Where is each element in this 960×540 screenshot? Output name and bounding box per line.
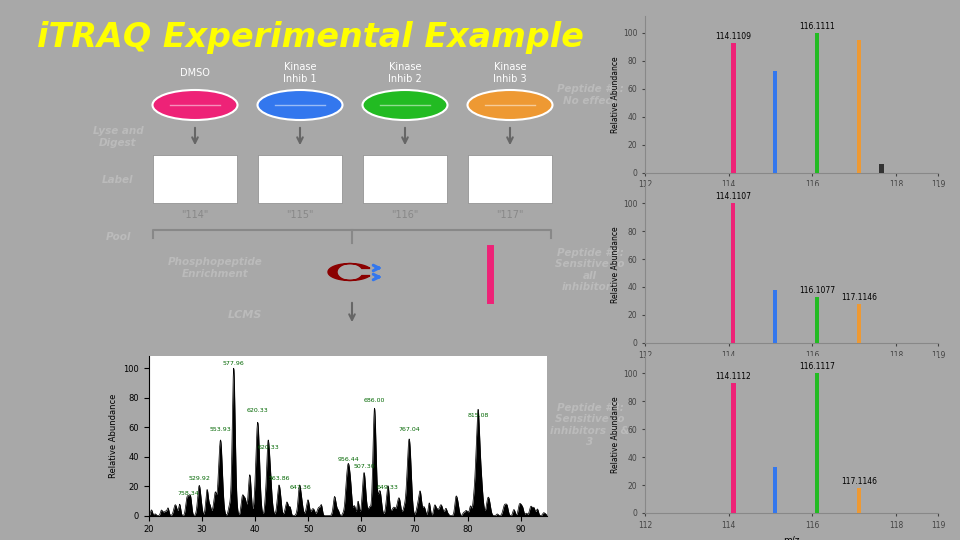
Ellipse shape: [257, 90, 343, 120]
Polygon shape: [328, 264, 370, 280]
Text: iTRAQ Experimental Example: iTRAQ Experimental Example: [36, 22, 584, 55]
Text: Peptide #2:
Sensitive to
all
inhibitors: Peptide #2: Sensitive to all inhibitors: [555, 248, 625, 292]
X-axis label: m/z: m/z: [783, 535, 800, 540]
Text: 116.1117: 116.1117: [799, 362, 835, 371]
Text: 114.1107: 114.1107: [715, 192, 752, 201]
Bar: [879, 164, 883, 173]
Text: Peptide #1:
No effect: Peptide #1: No effect: [557, 84, 623, 106]
Y-axis label: Relative Abundance: Relative Abundance: [612, 226, 620, 303]
Text: "114": "114": [181, 210, 208, 220]
Text: "115": "115": [286, 210, 314, 220]
Bar: [773, 467, 778, 513]
Text: Pool: Pool: [106, 232, 131, 242]
Text: 647.36: 647.36: [289, 485, 311, 490]
Bar: [815, 373, 819, 513]
FancyBboxPatch shape: [258, 155, 342, 203]
Bar: [857, 488, 861, 513]
Bar: [857, 40, 861, 173]
Bar: [857, 303, 861, 343]
Bar: [732, 383, 735, 513]
Text: Label: Label: [103, 175, 133, 185]
Text: 117.1146: 117.1146: [841, 477, 877, 486]
Text: 553.93: 553.93: [209, 427, 231, 433]
Text: 114.1112: 114.1112: [715, 372, 752, 381]
Ellipse shape: [363, 90, 447, 120]
Text: Peptide #3:
Sensitive to
inhibitors 1 &
3: Peptide #3: Sensitive to inhibitors 1 & …: [550, 403, 630, 448]
Text: 815.08: 815.08: [468, 413, 489, 417]
Text: Kinase
Inhib 1: Kinase Inhib 1: [283, 62, 317, 84]
Text: 620.33: 620.33: [247, 408, 269, 413]
FancyBboxPatch shape: [153, 155, 237, 203]
Text: 767.04: 767.04: [398, 427, 420, 433]
Y-axis label: Relative Abundance: Relative Abundance: [612, 56, 620, 133]
Text: 563.86: 563.86: [268, 476, 290, 481]
Text: 529.92: 529.92: [188, 476, 210, 481]
Y-axis label: Relative Abundance: Relative Abundance: [612, 396, 620, 473]
Text: 116.1077: 116.1077: [799, 286, 835, 295]
Text: 114.1109: 114.1109: [715, 32, 752, 40]
Bar: [732, 203, 735, 343]
Text: DMSO: DMSO: [180, 68, 210, 78]
Bar: [815, 33, 819, 173]
FancyBboxPatch shape: [468, 155, 552, 203]
Text: 116.1111: 116.1111: [800, 22, 835, 31]
Text: Kinase
Inhib 3: Kinase Inhib 3: [493, 62, 527, 84]
FancyBboxPatch shape: [363, 155, 447, 203]
Text: 507.30: 507.30: [353, 464, 374, 469]
Text: 620.33: 620.33: [257, 445, 279, 450]
Text: "117": "117": [496, 210, 524, 220]
Bar: [773, 290, 778, 343]
Text: 649.33: 649.33: [377, 485, 398, 490]
Text: 758.34: 758.34: [178, 491, 200, 496]
Text: "116": "116": [392, 210, 419, 220]
Text: Phosphopeptide
Enrichment: Phosphopeptide Enrichment: [168, 257, 262, 279]
Bar: [732, 43, 735, 173]
Text: 686.00: 686.00: [364, 398, 385, 403]
Text: LCMS: LCMS: [228, 310, 262, 320]
Text: Lyse and
Digest: Lyse and Digest: [93, 126, 143, 148]
Ellipse shape: [468, 90, 553, 120]
Text: 956.44: 956.44: [337, 457, 359, 462]
Bar: [815, 297, 819, 343]
Ellipse shape: [153, 90, 237, 120]
X-axis label: m/z: m/z: [783, 365, 800, 374]
X-axis label: m/z: m/z: [783, 195, 800, 204]
Y-axis label: Relative Abundance: Relative Abundance: [108, 394, 118, 478]
Text: 577.96: 577.96: [223, 361, 245, 366]
Bar: [773, 71, 778, 173]
Text: Kinase
Inhib 2: Kinase Inhib 2: [388, 62, 421, 84]
Text: 117.1146: 117.1146: [841, 293, 877, 302]
